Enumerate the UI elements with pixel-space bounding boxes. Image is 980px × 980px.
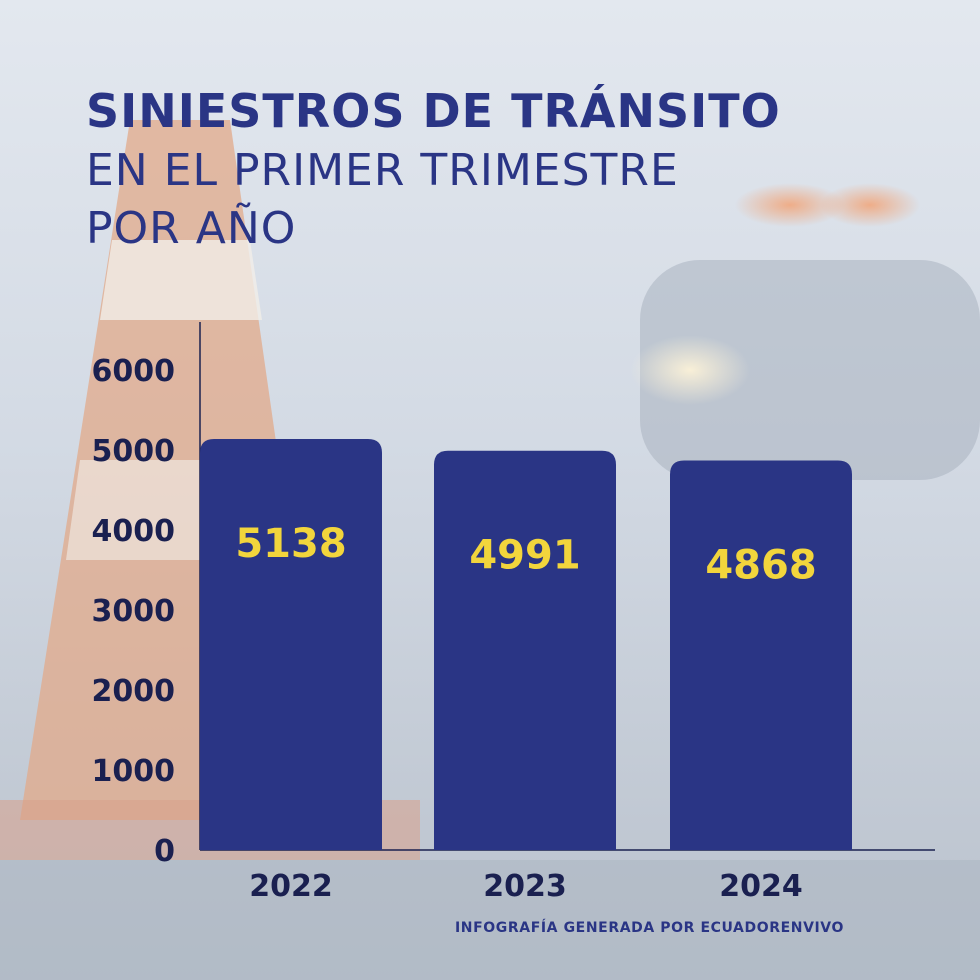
x-tick-label: 2022 — [249, 869, 333, 904]
y-tick-label: 2000 — [92, 674, 176, 709]
data-label: 4868 — [705, 543, 816, 589]
data-label: 4991 — [469, 533, 580, 579]
bar-2024 — [670, 460, 852, 850]
title-line-3: POR AÑO — [86, 203, 297, 254]
y-tick-label: 3000 — [92, 594, 176, 629]
title-line-1: SINIESTROS DE TRÁNSITO — [86, 84, 781, 138]
y-tick-label: 1000 — [92, 754, 176, 789]
y-tick-label: 5000 — [92, 434, 176, 469]
footer-credit: INFOGRAFÍA GENERADA POR ECUADORENVIVO — [455, 920, 845, 936]
bar-2022 — [200, 438, 382, 850]
y-tick-label: 6000 — [92, 354, 176, 389]
title-line-2: EN EL PRIMER TRIMESTRE — [86, 145, 679, 196]
y-tick-label: 4000 — [92, 514, 176, 549]
chart-title: SINIESTROS DE TRÁNSITO EN EL PRIMER TRIM… — [86, 80, 781, 258]
data-label: 5138 — [235, 521, 346, 567]
x-tick-label: 2024 — [719, 869, 803, 904]
x-tick-label: 2023 — [483, 869, 567, 904]
bar-2023 — [434, 450, 616, 850]
y-tick-label: 0 — [154, 834, 175, 869]
